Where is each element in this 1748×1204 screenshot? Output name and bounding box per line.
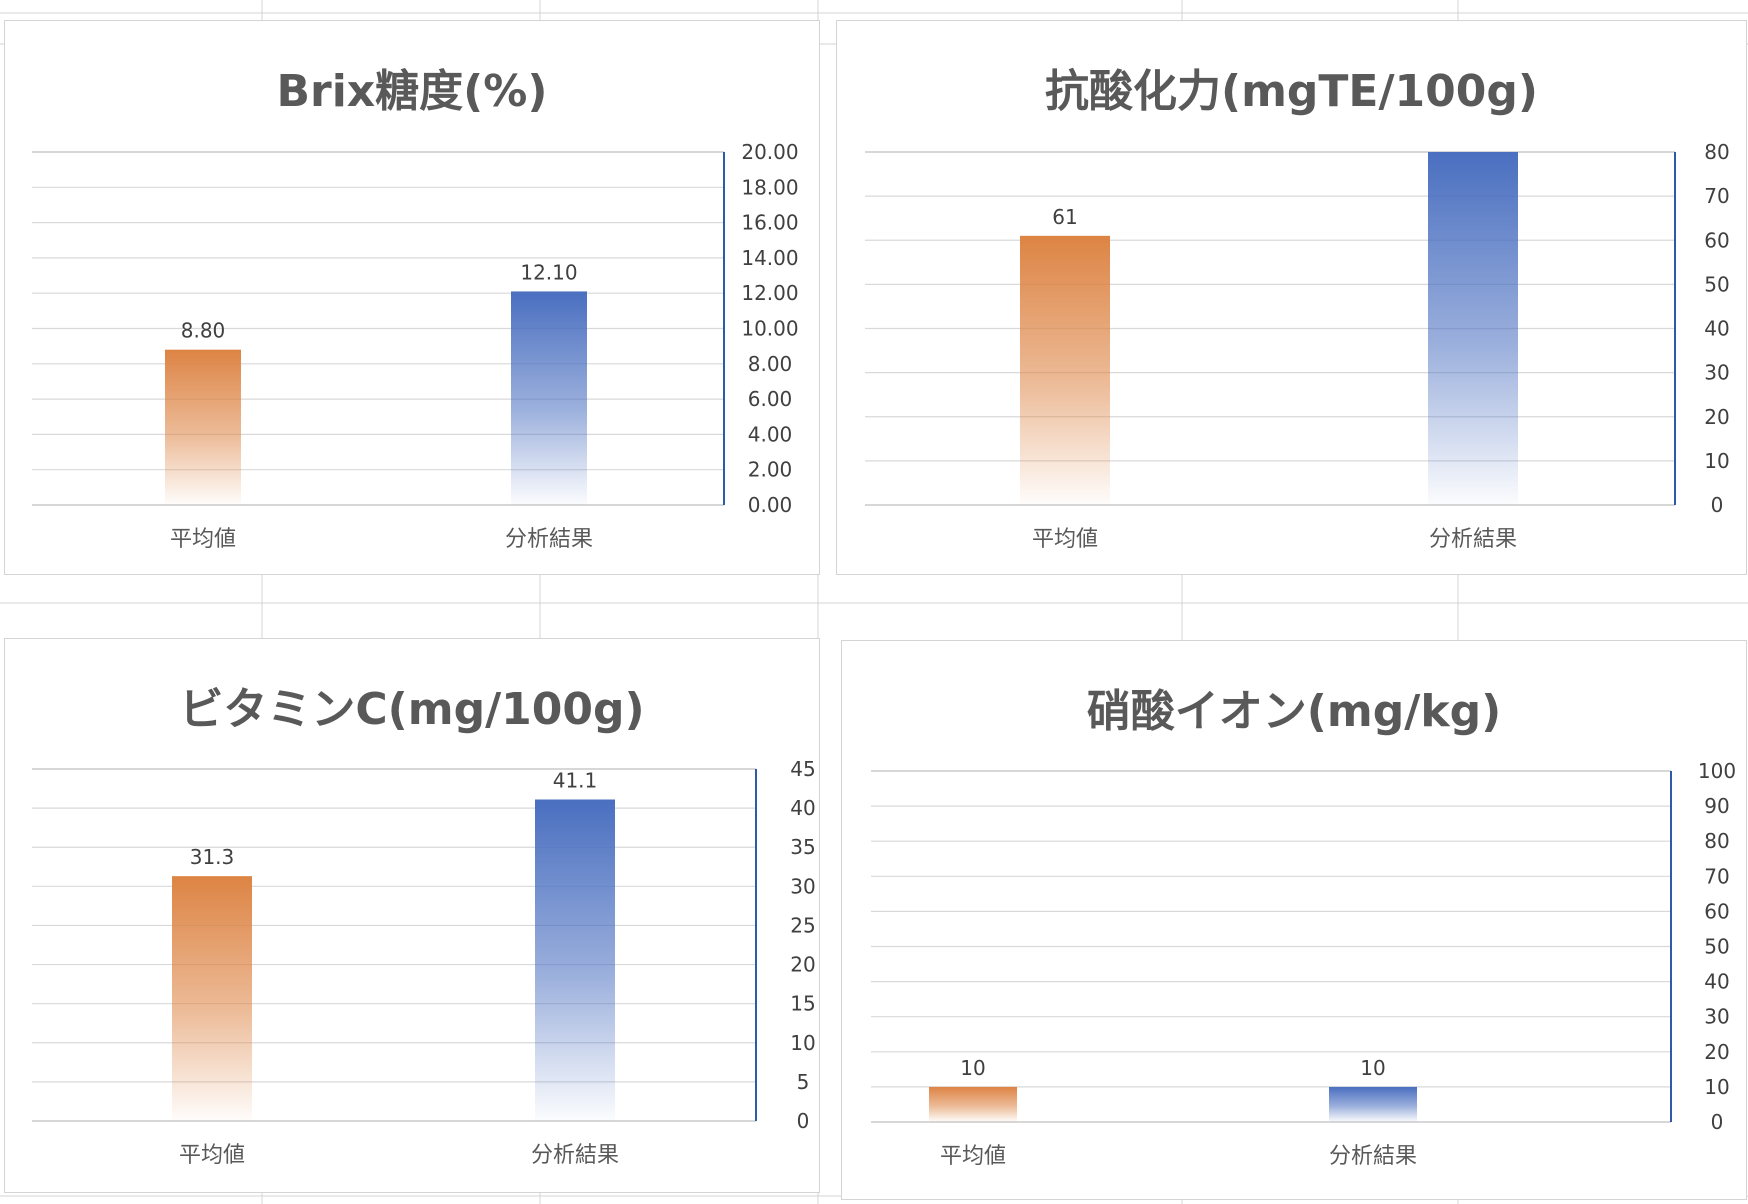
y-tick-label: 15: [790, 992, 815, 1016]
y-tick-label: 80: [1704, 140, 1729, 164]
category-average: 平均値: [179, 1143, 245, 1168]
y-tick-label: 18.00: [741, 175, 798, 199]
y-tick-label: 40: [790, 796, 815, 820]
data-label-average: 31.3: [190, 845, 235, 869]
y-tick-label: 10.00: [741, 317, 798, 341]
y-tick-label: 60: [1704, 228, 1729, 252]
y-tick-label: 14.00: [741, 246, 798, 270]
y-tick-label: 40: [1704, 317, 1729, 341]
category-average: 平均値: [1032, 527, 1098, 552]
y-tick-label: 90: [1704, 794, 1729, 818]
category-analysis-result: 分析結果: [531, 1143, 619, 1168]
antioxidant-chart[interactable]: 抗酸化力(mgTE/100g) 0 10 20 30 40 50 60 70 80 61 平均値 分析…: [836, 20, 1747, 575]
category-analysis-result: 分析結果: [505, 527, 593, 552]
y-tick-label: 20.00: [741, 140, 798, 164]
chart-title: ビタミンC(mg/100g): [179, 684, 645, 735]
category-average: 平均値: [170, 527, 236, 552]
brix-chart[interactable]: Brix糖度(%) 0.00 2.00 4.00 6.00 8.00 10.00 12.00…: [4, 20, 820, 575]
y-tick-label: 16.00: [741, 211, 798, 235]
chart-title: Brix糖度(%): [276, 66, 548, 117]
y-tick-label: 0: [1711, 1110, 1724, 1134]
data-label-average: 10: [960, 1056, 985, 1080]
y-tick-label: 0: [1711, 493, 1724, 517]
plot-area: 0 10 20 30 40 50 60 70 80 90 100 10 平均値 10 分析結果: [871, 759, 1736, 1169]
y-tick-label: 50: [1704, 272, 1729, 296]
y-tick-label: 5: [797, 1070, 810, 1094]
y-tick-label: 30: [1704, 361, 1729, 385]
nitrate-ion-chart[interactable]: 硝酸イオン(mg/kg) 0 10 20 30 40 50 60 70 80 90 100 10 平均値…: [841, 640, 1747, 1200]
y-tick-label: 0.00: [748, 493, 793, 517]
y-tick-label: 10: [790, 1031, 815, 1055]
bar-average[interactable]: [1020, 235, 1110, 505]
plot-area: 0 10 20 30 40 50 60 70 80 61 平均値 分析結果: [865, 140, 1730, 552]
bar-analysis-result[interactable]: [1329, 1086, 1417, 1122]
y-tick-label: 70: [1704, 864, 1729, 888]
y-tick-label: 45: [790, 757, 815, 781]
data-label-average: 8.80: [181, 319, 226, 343]
data-label-analysis-result: 41.1: [553, 769, 598, 793]
chart-title: 硝酸イオン(mg/kg): [1086, 686, 1502, 737]
y-tick-label: 6.00: [748, 387, 793, 411]
vitamin-c-chart[interactable]: ビタミンC(mg/100g) 0 5 10 15 20 25 30 35 40 45 31.3 平均値…: [4, 638, 820, 1193]
category-average: 平均値: [940, 1144, 1006, 1169]
y-tick-label: 60: [1704, 899, 1729, 923]
y-tick-label: 70: [1704, 184, 1729, 208]
y-tick-label: 8.00: [748, 352, 793, 376]
bar-analysis-result[interactable]: [1428, 152, 1518, 505]
y-tick-label: 25: [790, 913, 815, 937]
data-label-analysis-result: 12.10: [520, 260, 577, 284]
y-tick-label: 12.00: [741, 281, 798, 305]
y-tick-label: 10: [1704, 449, 1729, 473]
y-tick-label: 0: [797, 1109, 810, 1133]
y-tick-label: 10: [1704, 1075, 1729, 1099]
y-tick-label: 4.00: [748, 422, 793, 446]
y-tick-label: 35: [790, 835, 815, 859]
y-tick-label: 30: [790, 874, 815, 898]
y-tick-label: 2.00: [748, 458, 793, 482]
category-analysis-result: 分析結果: [1329, 1144, 1417, 1169]
bar-analysis-result[interactable]: [535, 799, 615, 1121]
category-analysis-result: 分析結果: [1429, 527, 1517, 552]
data-label-average: 61: [1052, 205, 1077, 229]
chart-title: 抗酸化力(mgTE/100g): [1044, 66, 1539, 117]
y-tick-label: 50: [1704, 935, 1729, 959]
y-tick-label: 40: [1704, 970, 1729, 994]
bar-analysis-result[interactable]: [511, 291, 587, 505]
data-label-analysis-result: 10: [1360, 1056, 1385, 1080]
y-tick-label: 20: [1704, 405, 1729, 429]
y-tick-label: 20: [1704, 1040, 1729, 1064]
bar-average[interactable]: [172, 876, 252, 1121]
plot-area: 0 5 10 15 20 25 30 35 40 45 31.3 平均値 41.1 分析結果: [32, 757, 816, 1168]
y-tick-label: 80: [1704, 829, 1729, 853]
y-tick-label: 100: [1698, 759, 1736, 783]
plot-area: 0.00 2.00 4.00 6.00 8.00 10.00 12.00 14.00 16.00…: [32, 140, 799, 552]
y-tick-label: 30: [1704, 1005, 1729, 1029]
y-tick-label: 20: [790, 953, 815, 977]
bar-average[interactable]: [165, 349, 241, 505]
bar-average[interactable]: [929, 1086, 1017, 1122]
